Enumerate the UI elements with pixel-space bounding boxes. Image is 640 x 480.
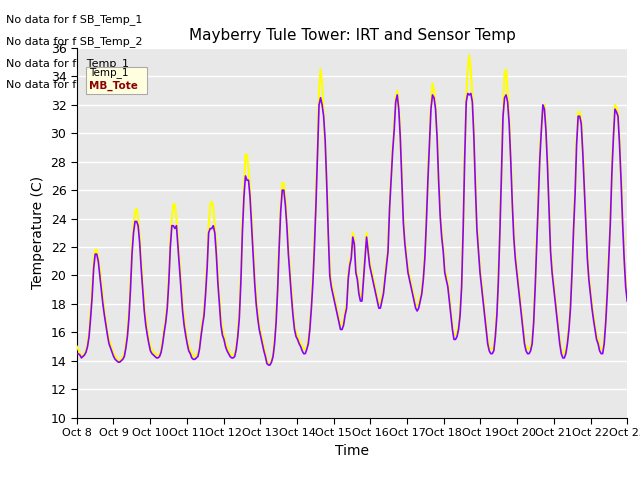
Y-axis label: Temperature (C): Temperature (C) — [31, 176, 45, 289]
Text: No data for f SB_Temp_1: No data for f SB_Temp_1 — [6, 14, 143, 25]
Title: Mayberry Tule Tower: IRT and Sensor Temp: Mayberry Tule Tower: IRT and Sensor Temp — [189, 28, 515, 43]
X-axis label: Time: Time — [335, 444, 369, 457]
Text: No data for f   Temp_2: No data for f Temp_2 — [6, 79, 129, 90]
Text: No data for f   Temp_1: No data for f Temp_1 — [6, 58, 129, 69]
Text: No data for f SB_Temp_2: No data for f SB_Temp_2 — [6, 36, 143, 47]
Text: MB_Tote: MB_Tote — [89, 81, 138, 91]
Text: Temp_1: Temp_1 — [89, 67, 129, 78]
